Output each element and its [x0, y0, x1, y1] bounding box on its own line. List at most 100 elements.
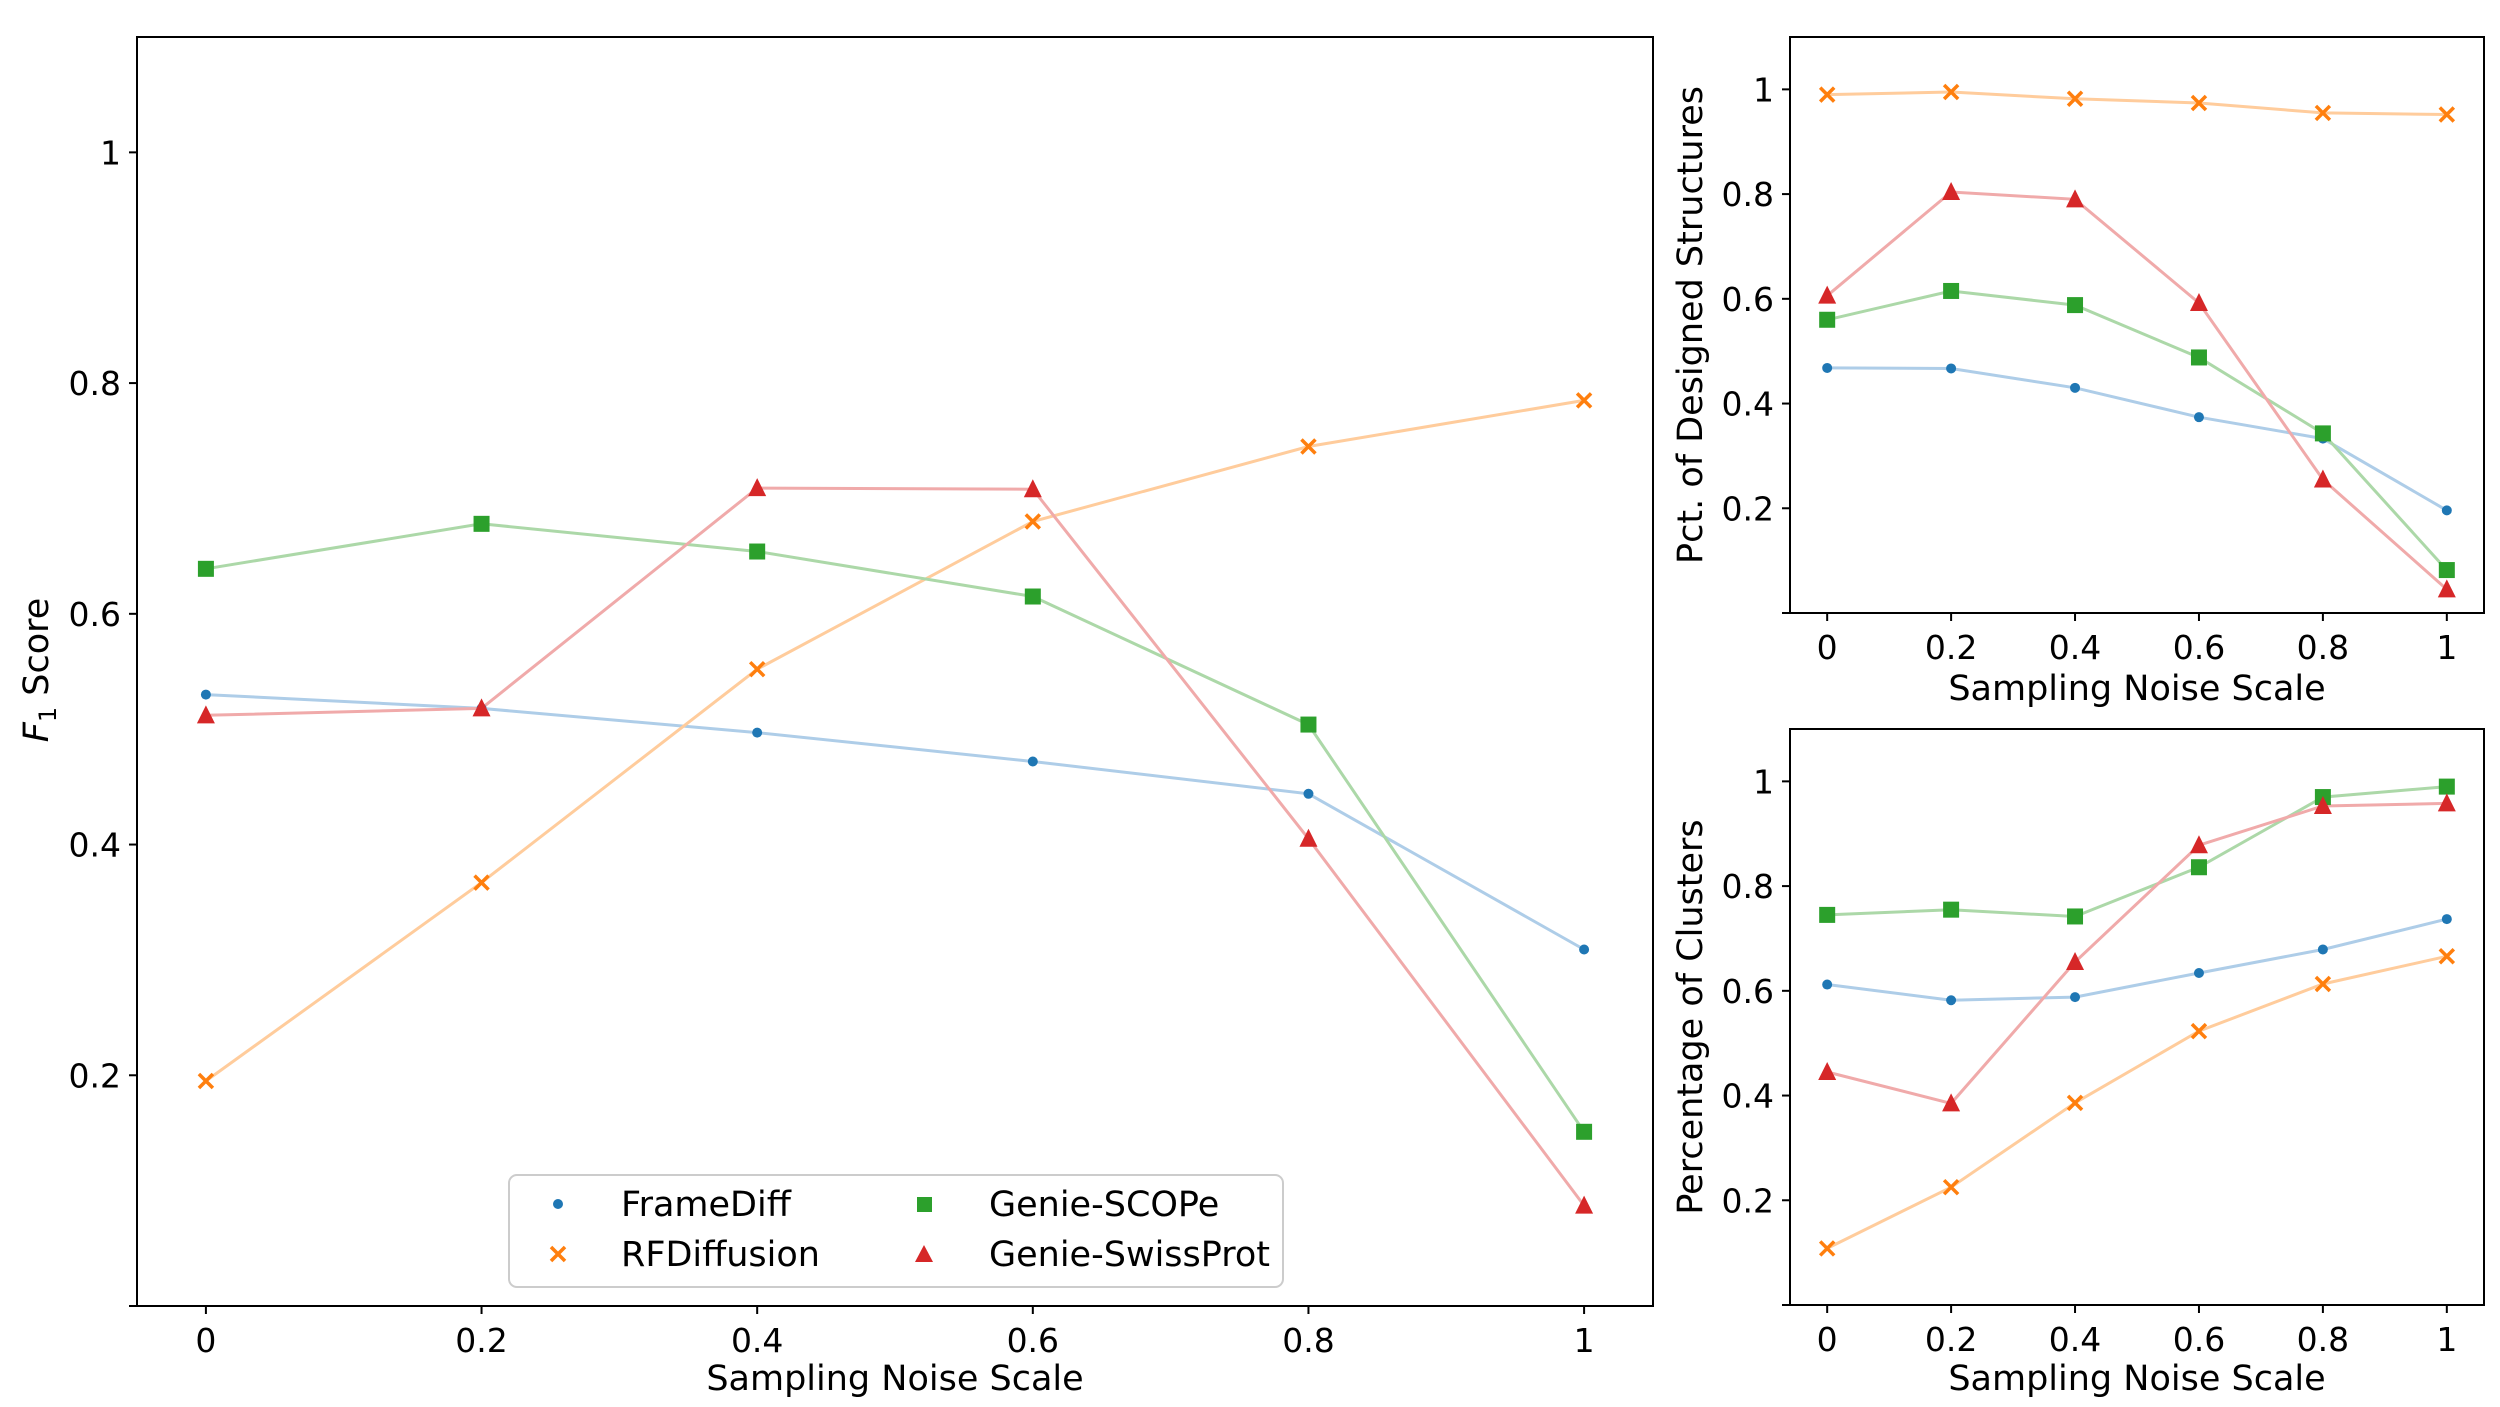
data-point-genie-scope: [2314, 425, 2331, 442]
data-point-rfdiffusion: [473, 874, 490, 891]
data-point-rfdiffusion: [1575, 392, 1593, 409]
y-axis-label: Pct. of Designed Structures: [1671, 86, 1711, 564]
y-tick-label: 0.4: [69, 826, 121, 865]
data-point-genie-swissprot: [2066, 189, 2085, 208]
x-axis-label: Sampling Noise Scale: [1948, 669, 2325, 709]
y-tick-label: 0.2: [1722, 1181, 1774, 1220]
data-point-genie-scope: [1819, 311, 1836, 328]
legend-genie-swissprot-marker: [915, 1245, 933, 1262]
series-line-framediff: [1827, 917, 2448, 1002]
data-point-framediff: [1946, 995, 1957, 1006]
data-point-genie-scope: [2438, 562, 2455, 579]
series-line-genie-scope: [1827, 785, 2447, 919]
data-point-rfdiffusion: [2190, 94, 2208, 112]
data-point-genie-scope: [2438, 778, 2455, 795]
x-axis-label: Sampling Noise Scale: [706, 1359, 1083, 1399]
y-axis-label: Percentage of Clusters: [1671, 819, 1711, 1214]
data-point-rfdiffusion: [2190, 1022, 2208, 1040]
x-tick-label: 0.6: [2173, 1320, 2225, 1359]
y-tick-label: 0.2: [1722, 489, 1774, 528]
f1-score-chart: 0 0.2 0.4 0.6 0.8 1 0.2 0.4 0.6 0.8 1 Sampling Noi…: [17, 36, 1654, 1399]
x-tick-label: 0: [1817, 1320, 1838, 1359]
data-point-rfdiffusion: [197, 1072, 215, 1090]
data-point-rfdiffusion: [2066, 90, 2084, 108]
data-point-rfdiffusion: [1942, 83, 1960, 101]
data-point-genie-scope: [2067, 908, 2084, 925]
data-point-framediff: [2070, 992, 2081, 1003]
data-point-framediff: [2441, 505, 2452, 516]
y-tick-label: 0.6: [69, 595, 121, 634]
data-point-genie-swissprot: [2313, 795, 2332, 814]
data-point-genie-scope: [473, 515, 490, 532]
data-point-framediff: [2070, 382, 2081, 393]
data-point-rfdiffusion: [1024, 513, 1042, 530]
clusters-chart: 0 0.2 0.4 0.6 0.8 1 0.2 0.4 0.6 0.8 1 Sampling Noi…: [1671, 728, 2485, 1399]
x-tick-label: 0.2: [455, 1321, 507, 1360]
y-tick-label: 1: [100, 133, 121, 172]
legend-genie-scope-label: Genie-SCOPe: [989, 1185, 1219, 1225]
data-point-genie-swissprot: [2066, 952, 2085, 971]
data-point-framediff: [2193, 968, 2204, 979]
plot-frame: [1789, 36, 2485, 614]
x-axis-label: Sampling Noise Scale: [1948, 1359, 2325, 1399]
plot-frame: [1789, 728, 2485, 1306]
legend-rfdiffusion-label: RFDiffusion: [621, 1235, 820, 1275]
data-point-genie-swissprot: [748, 478, 767, 497]
data-point-genie-swissprot: [1942, 181, 1961, 200]
data-point-framediff: [1946, 363, 1957, 374]
data-point-genie-swissprot: [2437, 579, 2456, 598]
legend-framediff-label: FrameDiff: [621, 1185, 792, 1225]
designed-structures-chart: 0 0.2 0.4 0.6 0.8 1 0.2 0.4 0.6 0.8 1 Sampling Noi…: [1671, 36, 2485, 709]
legend-genie-swissprot-label: Genie-SwissProt: [989, 1235, 1270, 1275]
data-point-framediff: [2441, 914, 2452, 925]
data-point-rfdiffusion: [2314, 975, 2332, 993]
data-point-rfdiffusion: [748, 660, 766, 678]
data-point-rfdiffusion: [1818, 86, 1836, 103]
x-tick-label: 0.4: [2049, 1320, 2101, 1359]
data-point-genie-swissprot: [2189, 293, 2208, 312]
legend-framediff-marker: [553, 1199, 563, 1209]
data-point-rfdiffusion: [2066, 1094, 2084, 1112]
data-point-genie-scope: [749, 543, 766, 560]
data-point-framediff: [2193, 412, 2204, 423]
y-tick-label: 0.2: [69, 1056, 121, 1095]
x-tick-label: 0: [195, 1321, 216, 1360]
data-point-genie-swissprot: [2437, 793, 2456, 812]
data-point-genie-scope: [1576, 1123, 1593, 1140]
data-point-genie-swissprot: [2313, 469, 2332, 488]
data-point-framediff: [2317, 944, 2328, 955]
series-line-genie-scope: [205, 522, 1586, 1133]
x-tick-label: 1: [1574, 1321, 1595, 1360]
x-tick-label: 0.8: [1282, 1321, 1334, 1360]
y-tick-label: 0.4: [1722, 1077, 1774, 1116]
plot-marks: 0 0.2 0.4 0.6 0.8 1 0.2 0.4 0.6 0.8 1: [69, 133, 1595, 1360]
data-point-genie-swissprot: [1818, 1061, 1837, 1080]
data-point-genie-scope: [1819, 906, 1836, 923]
data-point-framediff: [1579, 944, 1590, 955]
legend-frame: [508, 1174, 1284, 1288]
data-point-framediff: [1027, 756, 1038, 767]
series-line-genie-swissprot: [205, 486, 1586, 1207]
data-point-rfdiffusion: [1300, 438, 1317, 455]
x-tick-label: 0.2: [1925, 1320, 1977, 1359]
data-point-genie-scope: [1300, 716, 1317, 733]
data-point-genie-swissprot: [1942, 1093, 1961, 1112]
data-point-framediff: [1303, 788, 1314, 799]
data-point-rfdiffusion: [1942, 1178, 1960, 1196]
data-point-genie-swissprot: [472, 698, 491, 717]
series-line-rfdiffusion: [1826, 954, 2448, 1250]
data-point-genie-scope: [2190, 859, 2207, 876]
data-point-genie-scope: [1943, 282, 1960, 299]
y-tick-label: 0.6: [1722, 972, 1774, 1011]
y-tick-label: 0.8: [69, 364, 121, 403]
x-tick-label: 1: [2436, 628, 2457, 667]
data-point-genie-swissprot: [1023, 479, 1042, 498]
data-point-genie-scope: [1024, 588, 1041, 605]
y-tick-label: 1: [1753, 70, 1774, 109]
data-point-genie-swissprot: [196, 705, 215, 724]
data-point-framediff: [1822, 362, 1833, 373]
y-tick-label: 0.4: [1722, 385, 1774, 424]
data-point-genie-scope: [1943, 901, 1960, 918]
data-point-genie-scope: [2190, 349, 2207, 366]
series-line-rfdiffusion: [1827, 90, 2447, 116]
